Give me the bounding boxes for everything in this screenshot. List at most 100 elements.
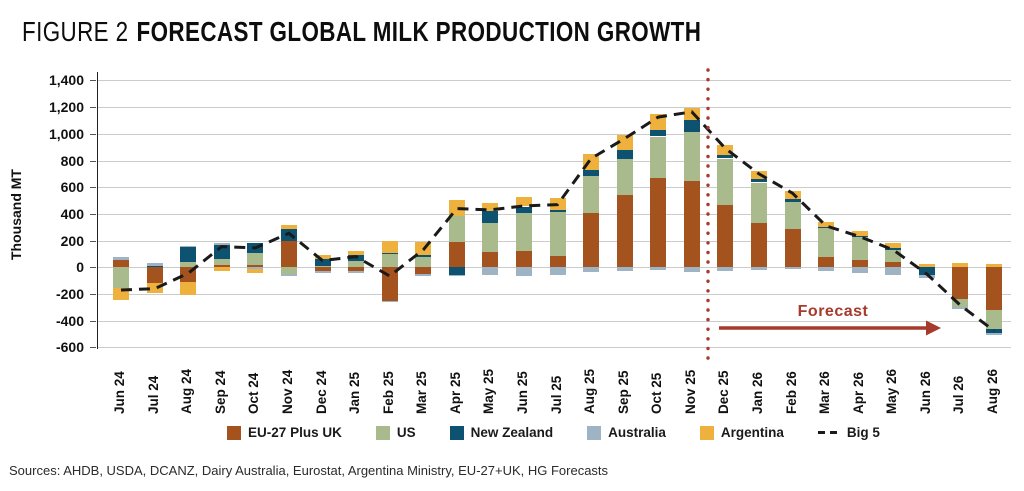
x-tick-label-jul-26: Jul 26 xyxy=(951,375,967,414)
bar-segment-us-mar-25 xyxy=(415,257,432,268)
bar-segment-new-zealand-sep-25 xyxy=(616,149,633,160)
bar-segment-argentina-sep-25 xyxy=(616,134,633,150)
legend-item-australia: Australia xyxy=(587,425,666,440)
bar-segment-us-jun-24 xyxy=(113,267,129,288)
legend: EU-27 Plus UK US New Zealand Australia Argen… xyxy=(97,425,1010,440)
bar-segment-new-zealand-jan-25 xyxy=(348,254,364,261)
bar-segment-australia-nov-24 xyxy=(280,274,297,276)
y-tick-label--400: -400 xyxy=(55,312,84,329)
y-axis: 1,400 1,200 1,000 800 600 400 200 0 -200 -400 -600 xyxy=(0,72,97,355)
bar-segment-eu-27-plus-uk-nov-25 xyxy=(683,181,700,268)
bar-segment-new-zealand-apr-26 xyxy=(851,235,868,238)
gridline-1000 xyxy=(98,133,1011,135)
bar-segment-new-zealand-may-26 xyxy=(885,247,902,250)
x-tick-label-feb-26: Feb 26 xyxy=(783,371,799,414)
bar-segment-new-zealand-nov-24 xyxy=(280,229,297,241)
bar-segment-argentina-aug-25 xyxy=(583,153,600,170)
bar-segment-argentina-may-26 xyxy=(885,242,902,248)
bar-segment-australia-may-25 xyxy=(482,267,499,275)
bar-segment-argentina-aug-24 xyxy=(180,282,197,295)
bar-segment-australia-aug-25 xyxy=(583,267,600,272)
bar-segment-eu-27-plus-uk-jan-26 xyxy=(751,223,767,268)
x-tick-label-feb-25: Feb 25 xyxy=(380,371,396,414)
bar-segment-us-jul-26 xyxy=(952,299,969,308)
bar-segment-argentina-dec-25 xyxy=(717,145,734,156)
bar-segment-argentina-aug-26 xyxy=(986,263,1002,268)
bar-segment-argentina-may-25 xyxy=(482,202,499,211)
y-tick-mark xyxy=(90,347,96,349)
bar-segment-eu-27-plus-uk-jul-26 xyxy=(952,267,969,300)
gridline--200 xyxy=(98,294,1011,295)
bar-segment-australia-aug-26 xyxy=(986,332,1002,335)
legend-swatch-icon xyxy=(227,425,242,440)
x-tick-label-mar-26: Mar 26 xyxy=(817,371,833,414)
x-tick-label-may-26: May 26 xyxy=(884,368,900,414)
bar-segment-argentina-feb-25 xyxy=(381,240,398,253)
bar-segment-us-sep-25 xyxy=(616,159,633,196)
bar-segment-eu-27-plus-uk-aug-25 xyxy=(583,212,600,268)
legend-item-new-zealand: New Zealand xyxy=(449,425,554,440)
x-tick-label-mar-25: Mar 25 xyxy=(414,371,430,414)
figure-title-text: FORECAST GLOBAL MILK PRODUCTION GROWTH xyxy=(136,16,702,47)
x-tick-label-jun-25: Jun 25 xyxy=(514,371,530,414)
y-tick-mark xyxy=(90,294,96,295)
bar-segment-eu-27-plus-uk-oct-25 xyxy=(650,177,667,268)
bar-segment-argentina-mar-25 xyxy=(415,241,432,255)
bar-segment-new-zealand-jul-24 xyxy=(146,266,163,268)
bar-segment-argentina-nov-24 xyxy=(280,225,297,230)
x-tick-label-jul-25: Jul 25 xyxy=(548,375,564,414)
x-tick-label-nov-24: Nov 24 xyxy=(279,369,295,414)
bar-segment-eu-27-plus-uk-apr-25 xyxy=(448,241,465,268)
bar-segment-australia-aug-24 xyxy=(180,245,197,248)
y-tick-label-1200: 1,200 xyxy=(48,99,84,116)
bar-segment-australia-apr-25 xyxy=(448,274,465,276)
bar-segment-argentina-oct-24 xyxy=(247,269,264,273)
legend-label: US xyxy=(396,425,416,440)
bar-segment-eu-27-plus-uk-jul-25 xyxy=(549,256,566,268)
bar-segment-australia-dec-25 xyxy=(717,267,734,271)
legend-item-argentina: Argentina xyxy=(699,425,784,440)
y-tick-label-600: 600 xyxy=(60,179,84,196)
legend-swatch-icon xyxy=(375,425,390,440)
x-tick-label-oct-24: Oct 24 xyxy=(246,372,262,414)
bar-segment-us-feb-25 xyxy=(381,253,398,268)
bar-segment-argentina-jun-24 xyxy=(113,288,129,300)
legend-label: New Zealand xyxy=(470,425,554,440)
bar-segment-argentina-jan-26 xyxy=(751,171,767,180)
y-tick-mark xyxy=(90,187,96,189)
bar-segment-australia-dec-24 xyxy=(314,270,331,273)
bar-segment-new-zealand-aug-25 xyxy=(583,169,600,176)
bar-segment-us-dec-25 xyxy=(717,158,734,206)
x-axis: Jun 24 Jul 24 Aug 24 Sep 24 Oct 24 Nov 24 Dec … xyxy=(97,352,1010,416)
bar-segment-argentina-jun-25 xyxy=(515,197,532,207)
bar-segment-eu-27-plus-uk-aug-24 xyxy=(180,267,197,282)
x-tick-label-may-25: May 25 xyxy=(481,368,497,414)
x-tick-label-jan-26: Jan 26 xyxy=(750,371,765,414)
bar-segment-eu-27-plus-uk-aug-26 xyxy=(986,267,1002,310)
bar-segment-eu-27-plus-uk-apr-26 xyxy=(851,260,868,268)
bar-segment-new-zealand-jan-26 xyxy=(751,179,767,183)
x-tick-label-sep-25: Sep 25 xyxy=(615,370,631,414)
bar-segment-australia-jul-25 xyxy=(549,267,566,275)
bar-segment-australia-feb-25 xyxy=(381,301,398,303)
y-tick-label-200: 200 xyxy=(60,232,84,249)
bar-segment-australia-nov-25 xyxy=(683,267,700,272)
bar-segment-eu-27-plus-uk-feb-26 xyxy=(784,228,801,268)
x-tick-label-jan-25: Jan 25 xyxy=(347,371,362,414)
legend-label: Australia xyxy=(608,425,666,440)
bar-segment-us-jun-25 xyxy=(515,212,532,252)
x-tick-label-apr-25: Apr 25 xyxy=(447,371,463,414)
bar-segment-us-oct-25 xyxy=(650,136,667,178)
bar-segment-argentina-jun-26 xyxy=(918,263,935,268)
y-tick-label-1400: 1,400 xyxy=(48,72,84,89)
bar-segment-new-zealand-apr-25 xyxy=(448,267,465,275)
bar-segment-australia-jun-26 xyxy=(918,275,935,278)
bar-segment-eu-27-plus-uk-feb-25 xyxy=(381,267,398,302)
bar-segment-us-aug-24 xyxy=(180,262,197,268)
bar-segment-eu-27-plus-uk-sep-25 xyxy=(616,195,633,268)
y-tick-mark xyxy=(90,267,96,269)
bar-segment-argentina-nov-25 xyxy=(683,107,700,121)
bar-segment-us-nov-24 xyxy=(280,267,297,274)
bar-segment-australia-jul-26 xyxy=(952,307,969,310)
